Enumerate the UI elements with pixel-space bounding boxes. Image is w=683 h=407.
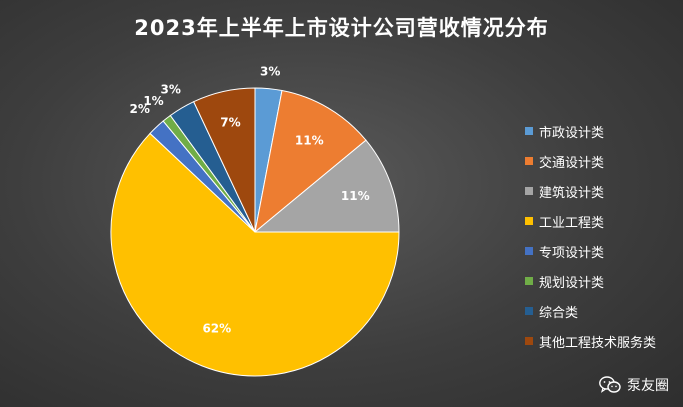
pie-slice-2 <box>254 89 367 234</box>
legend-swatch <box>525 307 533 315</box>
legend-label: 综合类 <box>539 305 579 321</box>
legend-label: 规划设计类 <box>539 275 605 291</box>
legend-item-6: 规划设计类 <box>525 266 656 296</box>
pie-slice-8 <box>193 87 256 233</box>
wechat-icon <box>599 376 621 393</box>
data-label-7: 3% <box>161 82 181 96</box>
legend-label: 建筑设计类 <box>539 185 605 201</box>
legend-swatch <box>525 217 533 225</box>
legend-swatch <box>525 337 533 345</box>
data-label-3: 11% <box>341 189 370 203</box>
legend-label: 市政设计类 <box>539 125 605 141</box>
watermark-text: 泵友圈 <box>627 378 669 394</box>
pie-slice-3 <box>253 139 400 233</box>
legend-swatch <box>525 277 533 285</box>
legend-swatch <box>525 247 533 255</box>
legend-label: 其他工程技术服务类 <box>539 335 657 351</box>
data-label-5: 2% <box>129 102 149 116</box>
data-label-4: 62% <box>202 321 231 335</box>
legend-item-8: 其他工程技术服务类 <box>525 326 656 356</box>
data-label-1: 3% <box>260 64 280 78</box>
legend-item-2: 交通设计类 <box>525 146 656 176</box>
legend-swatch <box>525 187 533 195</box>
legend-item-7: 综合类 <box>525 296 656 326</box>
legend-swatch <box>525 127 533 135</box>
legend-item-5: 专项设计类 <box>525 236 656 266</box>
data-label-8: 7% <box>220 115 240 129</box>
legend-label: 专项设计类 <box>539 245 605 261</box>
data-label-6: 1% <box>143 94 163 108</box>
legend-item-1: 市政设计类 <box>525 116 656 146</box>
pie-slice-4 <box>110 132 400 377</box>
legend-label: 交通设计类 <box>539 155 605 171</box>
chart-legend: 市政设计类交通设计类建筑设计类工业工程类专项设计类规划设计类综合类其他工程技术服… <box>525 116 656 356</box>
legend-item-3: 建筑设计类 <box>525 176 656 206</box>
legend-label: 工业工程类 <box>539 215 605 231</box>
data-label-2: 11% <box>295 133 324 147</box>
chart-title: 2023年上半年上市设计公司营收情况分布 <box>134 16 549 40</box>
legend-item-4: 工业工程类 <box>525 206 656 236</box>
legend-swatch <box>525 157 533 165</box>
watermark: 泵友圈 <box>599 375 669 395</box>
